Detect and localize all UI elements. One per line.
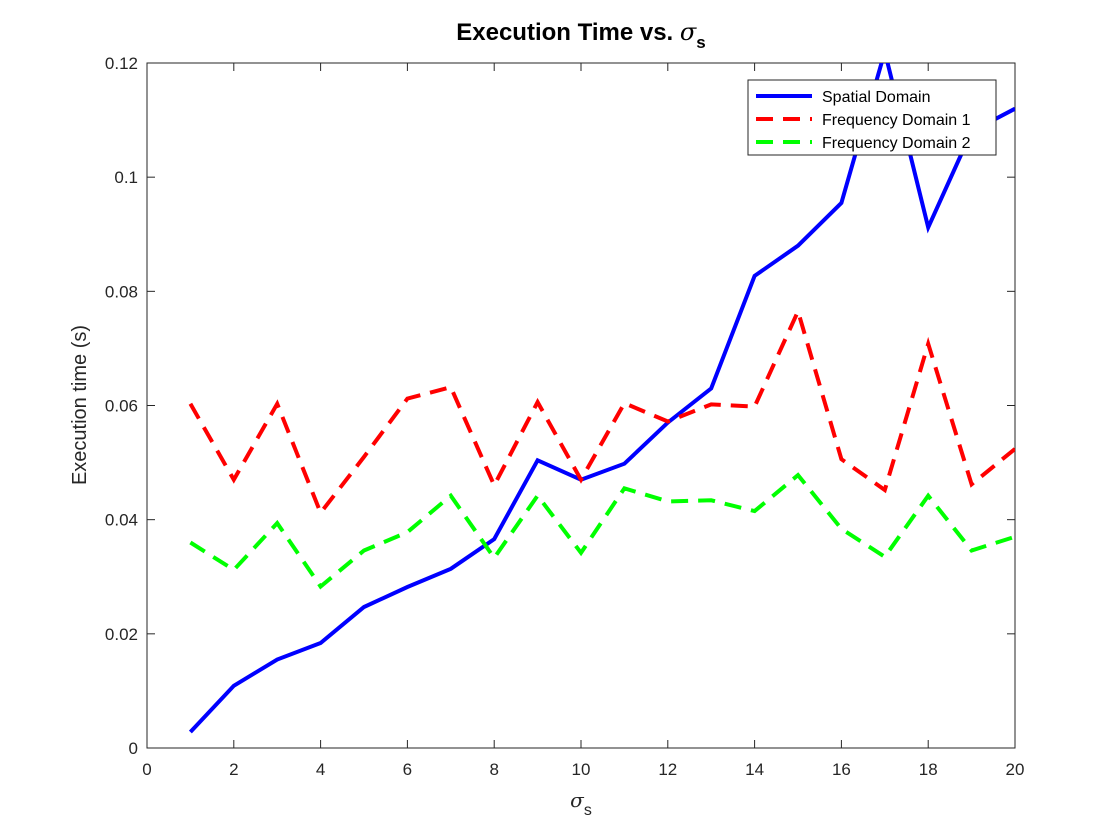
y-tick-label: 0.04 (105, 511, 138, 530)
series-lines (188, 63, 1015, 734)
x-tick-label: 20 (1006, 760, 1025, 779)
y-tick-labels: 0 0.02 0.04 0.06 0.08 0.1 0.12 (105, 54, 138, 758)
x-tick-label: 0 (142, 760, 151, 779)
y-axis-label: Execution time (s) (69, 325, 91, 485)
y-tick-label: 0 (129, 739, 138, 758)
series-line-spatial-domain (188, 63, 1015, 734)
x-tick-label: 6 (403, 760, 412, 779)
x-tick-label: 16 (832, 760, 851, 779)
series-line-frequency-domain-1 (188, 305, 1015, 517)
legend-label: Frequency Domain 2 (822, 135, 971, 152)
x-tick-label: 8 (489, 760, 498, 779)
legend: Spatial Domain Frequency Domain 1 Frequenc… (747, 79, 997, 156)
x-tick-label: 12 (658, 760, 677, 779)
y-tick-label: 0.06 (105, 397, 138, 416)
x-tick-label: 14 (745, 760, 764, 779)
legend-label: Spatial Domain (822, 89, 931, 106)
chart-title-main: Execution Time vs. (456, 19, 680, 46)
x-axis-label-symbol: σ (570, 788, 585, 812)
x-tick-label: 10 (572, 760, 591, 779)
y-tick-label: 0.02 (105, 625, 138, 644)
series-line-frequency-domain-2 (189, 472, 1015, 590)
legend-label: Frequency Domain 1 (822, 112, 971, 129)
x-tick-label: 2 (229, 760, 238, 779)
axis-ticks (146, 62, 1016, 749)
x-tick-labels: 0 2 4 6 8 10 12 14 16 18 20 (142, 760, 1024, 779)
x-tick-label: 4 (316, 760, 325, 779)
chart-title-subscript: s (696, 33, 705, 52)
chart-title-symbol: σ (680, 18, 697, 46)
chart-title: Execution Time vs. σs (456, 18, 706, 52)
x-axis-label-subscript: s (584, 802, 592, 819)
y-tick-label: 0.08 (105, 282, 138, 301)
y-tick-label: 0.12 (105, 54, 138, 73)
x-tick-label: 18 (919, 760, 938, 779)
y-tick-label: 0.1 (114, 168, 138, 187)
x-axis-label: σs (570, 788, 592, 819)
